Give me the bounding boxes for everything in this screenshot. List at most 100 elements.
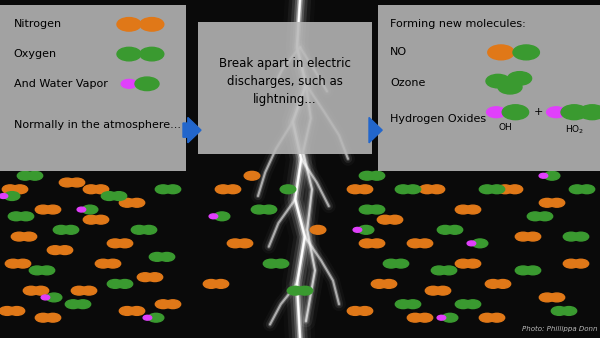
Circle shape bbox=[502, 105, 529, 120]
Text: +: + bbox=[533, 107, 543, 117]
Circle shape bbox=[8, 212, 24, 221]
Circle shape bbox=[437, 315, 446, 320]
Circle shape bbox=[63, 225, 79, 234]
Circle shape bbox=[137, 273, 153, 282]
Circle shape bbox=[140, 47, 164, 61]
Circle shape bbox=[498, 80, 522, 94]
Circle shape bbox=[251, 205, 267, 214]
Text: Ozone: Ozone bbox=[390, 78, 425, 88]
Circle shape bbox=[21, 232, 37, 241]
Circle shape bbox=[77, 207, 86, 212]
Circle shape bbox=[395, 300, 411, 309]
Circle shape bbox=[495, 280, 511, 288]
Circle shape bbox=[83, 185, 99, 194]
Circle shape bbox=[310, 225, 326, 234]
Circle shape bbox=[273, 259, 289, 268]
Circle shape bbox=[551, 307, 567, 315]
Circle shape bbox=[9, 307, 25, 315]
Circle shape bbox=[45, 205, 61, 214]
Circle shape bbox=[39, 266, 55, 275]
Circle shape bbox=[563, 259, 579, 268]
Text: OH: OH bbox=[499, 123, 512, 132]
Circle shape bbox=[29, 266, 45, 275]
Circle shape bbox=[417, 239, 433, 248]
Circle shape bbox=[455, 259, 471, 268]
Circle shape bbox=[525, 232, 541, 241]
Circle shape bbox=[117, 280, 133, 288]
Circle shape bbox=[35, 313, 51, 322]
Circle shape bbox=[119, 307, 135, 315]
Circle shape bbox=[0, 307, 15, 315]
Circle shape bbox=[579, 185, 595, 194]
Circle shape bbox=[143, 315, 152, 320]
Circle shape bbox=[82, 205, 98, 214]
Circle shape bbox=[41, 295, 50, 300]
Text: HO$_2$: HO$_2$ bbox=[565, 123, 584, 136]
Circle shape bbox=[395, 185, 411, 194]
Circle shape bbox=[359, 239, 375, 248]
Circle shape bbox=[214, 212, 230, 221]
Circle shape bbox=[159, 252, 175, 261]
Circle shape bbox=[141, 225, 157, 234]
Circle shape bbox=[441, 266, 457, 275]
Circle shape bbox=[155, 185, 171, 194]
Circle shape bbox=[83, 215, 99, 224]
Circle shape bbox=[525, 266, 541, 275]
FancyArrow shape bbox=[369, 118, 382, 143]
Circle shape bbox=[357, 307, 373, 315]
Circle shape bbox=[425, 286, 441, 295]
Circle shape bbox=[447, 225, 463, 234]
Circle shape bbox=[5, 259, 21, 268]
Circle shape bbox=[45, 313, 61, 322]
Circle shape bbox=[489, 313, 505, 322]
Circle shape bbox=[431, 266, 447, 275]
Circle shape bbox=[393, 259, 409, 268]
Circle shape bbox=[497, 185, 513, 194]
Circle shape bbox=[2, 185, 18, 194]
Text: And Water Vapor: And Water Vapor bbox=[14, 79, 107, 89]
Circle shape bbox=[165, 185, 181, 194]
Circle shape bbox=[4, 192, 20, 200]
Circle shape bbox=[117, 239, 133, 248]
Text: Normally in the atmosphere...: Normally in the atmosphere... bbox=[14, 120, 181, 130]
Circle shape bbox=[442, 313, 458, 322]
Circle shape bbox=[472, 239, 488, 248]
Circle shape bbox=[357, 185, 373, 194]
Circle shape bbox=[57, 246, 73, 255]
Circle shape bbox=[107, 280, 123, 288]
Circle shape bbox=[358, 225, 374, 234]
Circle shape bbox=[203, 280, 219, 288]
Circle shape bbox=[419, 185, 435, 194]
Text: Break apart in electric
discharges, such as
lightning...: Break apart in electric discharges, such… bbox=[219, 57, 351, 105]
Circle shape bbox=[46, 293, 62, 302]
Circle shape bbox=[563, 232, 579, 241]
Circle shape bbox=[93, 185, 109, 194]
Circle shape bbox=[59, 178, 75, 187]
Circle shape bbox=[417, 313, 433, 322]
Circle shape bbox=[213, 280, 229, 288]
Circle shape bbox=[407, 239, 423, 248]
Circle shape bbox=[237, 239, 253, 248]
Circle shape bbox=[347, 307, 363, 315]
Circle shape bbox=[261, 205, 277, 214]
Circle shape bbox=[507, 185, 523, 194]
Circle shape bbox=[12, 185, 28, 194]
Text: Photo: Phillippa Donn: Photo: Phillippa Donn bbox=[521, 326, 597, 332]
Circle shape bbox=[435, 286, 451, 295]
Circle shape bbox=[244, 171, 260, 180]
Circle shape bbox=[215, 185, 231, 194]
Circle shape bbox=[573, 232, 589, 241]
Circle shape bbox=[101, 192, 117, 200]
Circle shape bbox=[381, 280, 397, 288]
Circle shape bbox=[537, 212, 553, 221]
Circle shape bbox=[369, 171, 385, 180]
Circle shape bbox=[23, 286, 39, 295]
Circle shape bbox=[149, 252, 165, 261]
Circle shape bbox=[287, 286, 303, 295]
Circle shape bbox=[225, 185, 241, 194]
Text: Forming new molecules:: Forming new molecules: bbox=[390, 19, 526, 29]
Circle shape bbox=[119, 198, 135, 207]
Circle shape bbox=[405, 300, 421, 309]
FancyBboxPatch shape bbox=[378, 5, 600, 171]
Circle shape bbox=[429, 185, 445, 194]
